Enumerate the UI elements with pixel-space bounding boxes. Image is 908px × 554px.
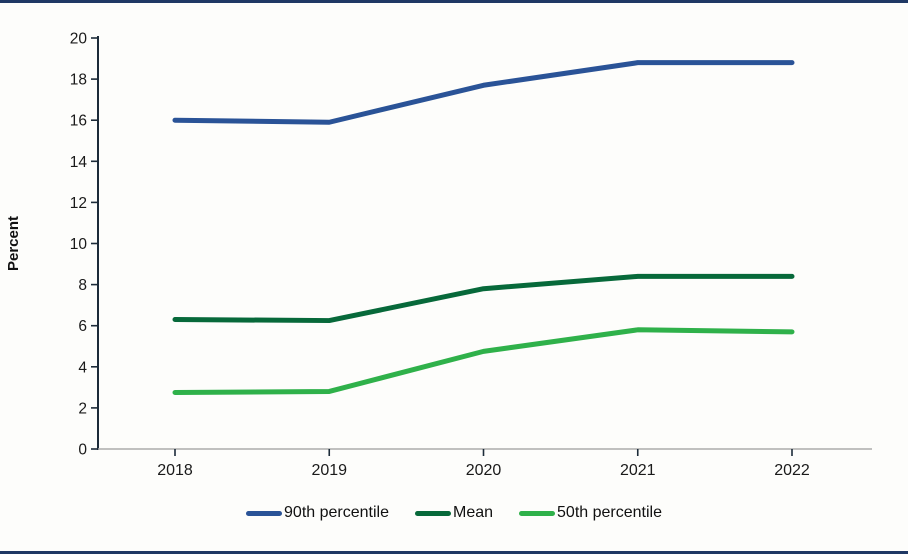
svg-text:8: 8 — [78, 277, 87, 294]
svg-text:6: 6 — [78, 318, 87, 335]
svg-text:20: 20 — [70, 31, 88, 48]
svg-text:14: 14 — [70, 154, 88, 171]
legend-swatch-mean-icon — [414, 510, 451, 516]
svg-text:4: 4 — [78, 359, 87, 376]
svg-text:10: 10 — [70, 236, 88, 253]
svg-text:18: 18 — [70, 72, 87, 89]
svg-text:0: 0 — [78, 442, 87, 459]
legend-label: Mean — [452, 504, 494, 521]
x-axis: 2018 2019 2020 2021 2022 — [98, 448, 872, 479]
legend: 90th percentile Mean 50th percentile — [0, 505, 908, 521]
legend-item-mean: Mean — [414, 504, 494, 521]
svg-text:2019: 2019 — [311, 462, 347, 479]
legend-label: 50th percentile — [557, 504, 662, 521]
bottom-rule — [0, 551, 908, 554]
svg-text:2020: 2020 — [466, 462, 502, 479]
legend-swatch-90th-percentile-icon — [246, 510, 283, 516]
top-rule — [0, 0, 908, 3]
legend-item-50th-percentile: 50th percentile — [519, 505, 662, 521]
y-axis-title-text: Percent — [5, 215, 23, 271]
svg-text:16: 16 — [70, 113, 87, 130]
svg-text:2018: 2018 — [157, 462, 193, 479]
series-lines — [172, 60, 795, 395]
legend-item-90th-percentile: 90th percentile — [246, 505, 389, 521]
svg-text:2022: 2022 — [774, 462, 810, 479]
svg-text:12: 12 — [70, 195, 87, 212]
svg-text:2: 2 — [78, 400, 87, 417]
legend-swatch-50th-percentile-icon — [519, 510, 556, 516]
svg-text:2021: 2021 — [620, 462, 656, 479]
y-axis: 0 2 4 6 8 10 12 14 16 18 20 — [70, 31, 99, 459]
legend-label: 90th percentile — [284, 504, 389, 521]
